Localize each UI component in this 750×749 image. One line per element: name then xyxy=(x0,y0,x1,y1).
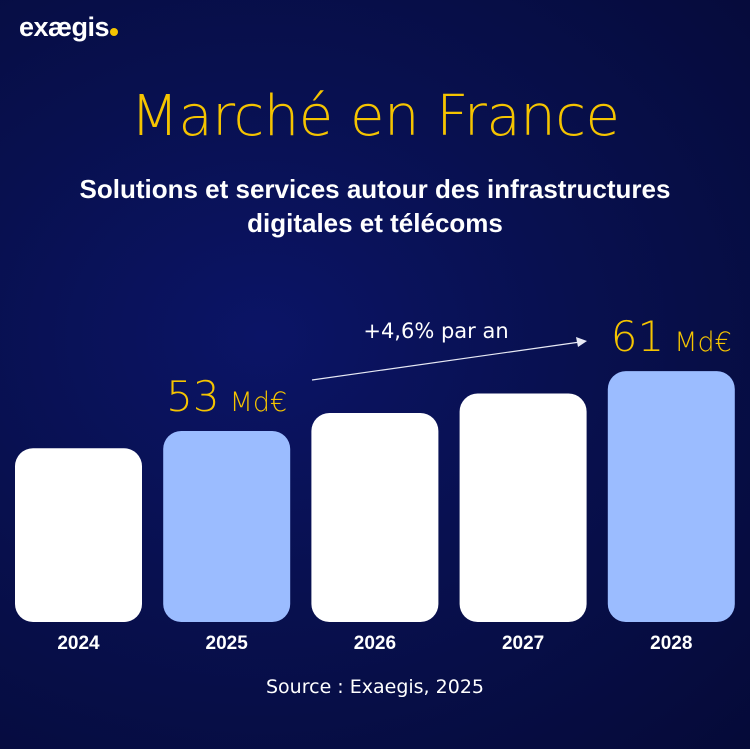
growth-arrow-head-icon xyxy=(576,337,587,347)
x-tick-label-2027: 2027 xyxy=(502,633,544,654)
data-label-2028: 61 Md€ xyxy=(611,312,732,361)
bar-2026 xyxy=(311,413,439,622)
x-tick-label-2028: 2028 xyxy=(650,633,692,654)
subtitle-line-1: Solutions et services autour des infrast… xyxy=(79,174,671,204)
source-note: Source : Exaegis, 2025 xyxy=(266,676,484,698)
page-title: Marché en France xyxy=(130,84,620,149)
logo-text: exægis xyxy=(19,12,110,42)
bar-2024 xyxy=(15,448,142,622)
exaegis-logo: exægis xyxy=(19,12,119,43)
x-tick-label-2024: 2024 xyxy=(57,633,100,654)
subtitle-line-2: digitales et télécoms xyxy=(247,208,503,238)
bar-2027 xyxy=(459,393,587,622)
data-label-2025: 53 Md€ xyxy=(166,372,287,421)
x-tick-label-2025: 2025 xyxy=(206,633,249,654)
x-tick-label-2026: 2026 xyxy=(354,633,396,654)
growth-annotation: +4,6% par an xyxy=(363,319,508,343)
logo-dot xyxy=(110,28,119,36)
bar-2028 xyxy=(607,371,735,622)
page-subtitle: Solutions et services autour des infrast… xyxy=(0,172,750,240)
bar-2025 xyxy=(163,431,291,622)
growth-arrow-line xyxy=(311,341,581,381)
